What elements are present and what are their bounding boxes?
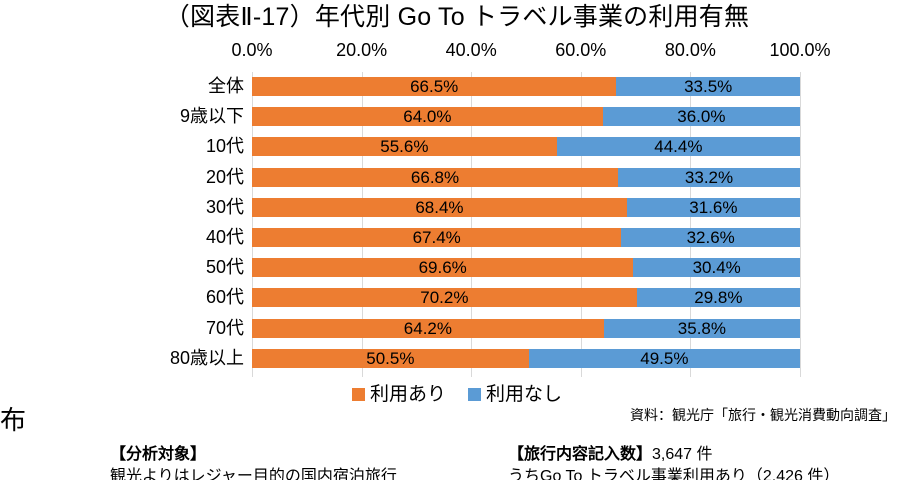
bar-value-label: 67.4% [412,228,461,247]
category-label: 40代 [205,227,244,247]
legend-entry: 利用なし [468,383,562,406]
bar-row: 64.2% 35.8% [252,318,800,338]
bar-value-label: 29.8% [694,288,743,308]
legend-swatch-icon [351,388,365,401]
bar-segment: 66.8% [252,167,619,187]
axis-tick-label: 0.0% [231,40,273,60]
bar-segment: 36.0% [602,107,800,127]
bar-row: 55.6% 44.4% [252,137,800,157]
bar-segment: 33.2% [618,167,800,187]
bar-segment: 70.2% [252,288,637,308]
footer-record-count: 【旅行内容記入数】3,647 件 うちGo To トラベル事業利用あり（2,42… [508,444,839,480]
bar-value-label: 36.0% [677,107,726,127]
bar-segment: 30.4% [633,258,800,278]
footer-record-count-detail: うちGo To トラベル事業利用あり（2,426 件） [508,468,840,480]
axis-tick-label: 40.0% [445,40,497,60]
legend-label: 利用なし [486,384,563,405]
source-note: 資料：観光庁「旅行・観光消費動向調査」 [630,407,896,423]
axis-tick-label: 80.0% [664,40,716,60]
bar-value-label: 70.2% [420,288,469,308]
legend-entry: 利用あり [351,383,446,406]
category-label: 30代 [205,196,244,217]
category-axis: 全体 9歳以下 10代 20代 30代 40代 50代 60代 70代 80歳以上 [0,72,244,377]
bar-row: 66.8% 33.2% [252,167,800,187]
bar-segment: 68.4% [252,197,627,217]
footer-record-count-line1: 【旅行内容記入数】3,647 件 [508,444,839,466]
gridline [690,72,692,377]
bar-row: 50.5% 49.5% [252,348,800,368]
bar-segment: 64.2% [252,318,604,338]
bar-row: 70.2% 29.8% [252,288,800,308]
bar-segment: 32.6% [621,228,800,247]
bar-segment: 33.5% [616,77,800,96]
axis-tick-label: 20.0% [336,40,388,60]
axis-tick-label: 60.0% [555,40,607,60]
bar-value-label: 64.0% [403,107,452,127]
gridline [471,72,473,377]
category-label: 70代 [205,317,244,338]
bar-segment: 69.6% [252,258,634,278]
category-label: 50代 [205,257,244,278]
category-label: 80歳以上 [169,347,244,368]
category-label: 全体 [208,76,244,96]
bar-value-label: 55.6% [380,137,429,157]
footer-record-count-heading: 【旅行内容記入数】 [508,446,653,463]
gridline [252,72,253,377]
bar-segment: 49.5% [528,348,800,368]
clipped-side-text: 布 [0,405,27,435]
bars-layer: 66.5% 33.5% 64.0% 36.0% 55.6% 44.4% 66.8% 33.2%… [252,72,800,377]
footer-analysis-target-heading: 【分析対象】 [110,446,207,463]
gridline [580,72,582,377]
bar-segment: 35.8% [603,318,800,338]
bar-value-label: 69.6% [418,258,467,278]
legend-label: 利用あり [369,384,446,405]
bar-segment: 66.5% [252,77,617,96]
chart-legend: 利用あり 利用なし [0,383,914,406]
bar-row: 69.6% 30.4% [252,258,800,278]
bar-value-label: 32.6% [686,228,735,247]
bar-value-label: 30.4% [692,258,741,278]
bar-segment: 55.6% [252,137,557,157]
bar-value-label: 33.2% [684,167,734,187]
bar-segment: 50.5% [252,348,529,368]
bar-row: 66.5% 33.5% [252,77,800,96]
bar-value-label: 68.4% [415,197,464,217]
bar-row: 64.0% 36.0% [252,107,800,127]
gridline [361,72,363,377]
bar-value-label: 33.5% [684,77,733,96]
bar-value-label: 50.5% [366,348,415,368]
bar-value-label: 49.5% [640,348,689,368]
chart-title: （図表Ⅱ-17）年代別 Go To トラベル事業の利用有無 [164,3,750,31]
bar-row: 68.4% 31.6% [252,197,800,217]
legend-swatch-icon [468,388,481,401]
category-label: 9歳以下 [179,106,244,127]
bar-row: 67.4% 32.6% [252,228,800,247]
bar-segment: 31.6% [626,197,800,217]
bar-value-label: 31.6% [689,197,738,217]
bar-segment: 64.0% [252,107,603,127]
bar-segment: 29.8% [636,288,800,308]
axis-tick-label: 100.0% [769,40,831,60]
bar-segment: 67.4% [252,228,622,247]
footer-analysis-target-detail: 観光よりはレジャー目的の国内宿泊旅行 [110,468,397,480]
value-axis-top: 0.0% 20.0% 40.0% 60.0% 80.0% 100.0% [231,38,830,64]
category-label: 20代 [205,166,244,187]
category-label: 60代 [205,287,244,308]
bar-value-label: 44.4% [654,137,703,157]
bar-value-label: 35.8% [677,318,726,338]
bar-value-label: 66.5% [410,77,459,96]
bar-value-label: 64.2% [403,318,452,338]
gridline [800,72,801,377]
bar-value-label: 66.8% [410,167,460,187]
plot-area: 66.5% 33.5% 64.0% 36.0% 55.6% 44.4% 66.8% 33.2%… [252,72,801,377]
footer-analysis-target: 【分析対象】 観光よりはレジャー目的の国内宿泊旅行 [110,444,397,480]
footer-record-count-value: 3,647 件 [652,446,713,463]
category-label: 10代 [205,136,244,157]
bar-segment: 44.4% [556,137,800,157]
